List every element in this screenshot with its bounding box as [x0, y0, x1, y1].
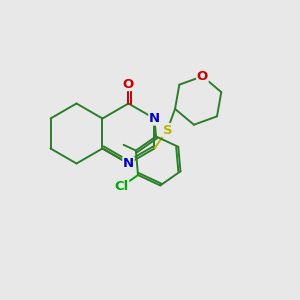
Text: Cl: Cl: [114, 180, 129, 193]
Text: N: N: [149, 112, 160, 125]
Text: O: O: [197, 70, 208, 83]
Text: N: N: [123, 157, 134, 170]
Text: S: S: [163, 124, 172, 136]
Text: O: O: [123, 77, 134, 91]
